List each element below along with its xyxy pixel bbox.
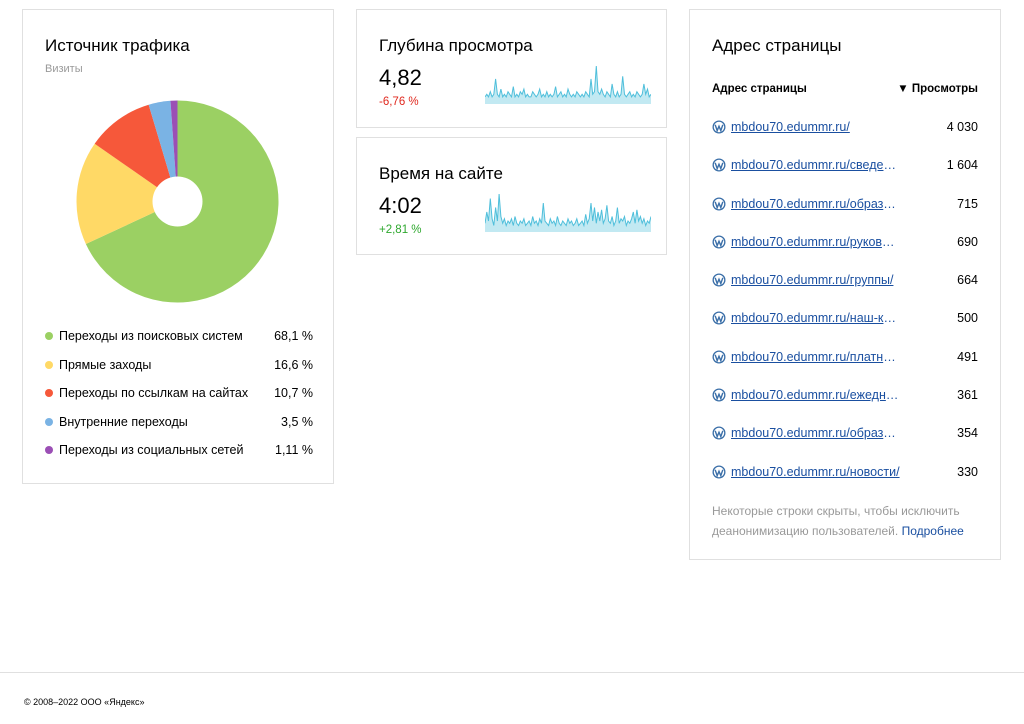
table-row: mbdou70.edummr.ru/образовательные-станда… xyxy=(712,424,978,462)
time-on-site-change: +2,81 % xyxy=(379,224,422,236)
footer-divider xyxy=(0,672,1024,673)
table-row: mbdou70.edummr.ru/руководство/690 xyxy=(712,233,978,271)
page-url-link[interactable]: mbdou70.edummr.ru/ежедневное-меню/ xyxy=(731,388,901,403)
footer-copyright: © 2008–2022 ООО «Яндекс» xyxy=(24,697,145,707)
page-views-count: 1 604 xyxy=(946,158,978,173)
table-row: mbdou70.edummr.ru/образование/715 xyxy=(712,195,978,233)
page-url-link[interactable]: mbdou70.edummr.ru/образовательные-станда… xyxy=(731,426,901,441)
wordpress-icon xyxy=(712,388,726,402)
sparkline-area xyxy=(485,66,651,104)
pie-slice[interactable] xyxy=(170,100,178,202)
traffic-source-title: Источник трафика xyxy=(45,36,190,55)
time-on-site-value: 4:02 xyxy=(379,193,422,218)
page-url-link[interactable]: mbdou70.edummr.ru/ xyxy=(731,120,850,134)
view-depth-card: Глубина просмотра 4,82 -6,76 % xyxy=(356,9,667,128)
wordpress-icon xyxy=(712,235,726,249)
legend-value: 16,6 % xyxy=(274,357,313,372)
page-url-link[interactable]: mbdou70.edummr.ru/руководство/ xyxy=(731,234,901,249)
table-row: mbdou70.edummr.ru/наш-коллектив/500 xyxy=(712,309,978,347)
legend-color-dot xyxy=(45,446,53,454)
pie-slice[interactable] xyxy=(94,104,178,202)
wordpress-icon xyxy=(712,120,726,134)
column-page-address: Адрес страницы xyxy=(712,83,807,95)
column-views-sort[interactable]: ▼ Просмотры xyxy=(897,83,978,95)
legend-color-dot xyxy=(45,417,53,426)
table-row: mbdou70.edummr.ru/ежедневное-меню/361 xyxy=(712,386,978,424)
sparkline-line xyxy=(485,193,651,228)
legend-label: Прямые заходы xyxy=(59,357,152,372)
page-views-count: 330 xyxy=(957,464,978,479)
page-views-count: 491 xyxy=(957,349,978,364)
legend-value: 68,1 % xyxy=(274,329,313,343)
wordpress-icon xyxy=(712,350,726,364)
legend-label: Переходы из поисковых систем xyxy=(59,329,243,343)
traffic-pie-chart xyxy=(76,100,279,303)
table-row: mbdou70.edummr.ru/платные-услуги/491 xyxy=(712,348,978,386)
page-url-link[interactable]: mbdou70.edummr.ru/платные-услуги/ xyxy=(731,349,901,364)
legend-item[interactable]: Переходы по ссылкам на сайтах 10,7 % xyxy=(45,383,313,412)
wordpress-icon xyxy=(712,426,726,440)
more-info-link[interactable]: Подробнее xyxy=(901,524,964,538)
view-depth-change: -6,76 % xyxy=(379,96,419,108)
view-depth-title: Глубина просмотра xyxy=(379,36,533,55)
pie-center-hole xyxy=(152,176,203,227)
page-address-title: Адрес страницы xyxy=(712,36,842,55)
legend-value: 1,11 % xyxy=(275,443,313,457)
legend-item[interactable]: Внутренние переходы 3,5 % xyxy=(45,412,313,441)
legend-item[interactable]: Переходы из поисковых систем 68,1 % xyxy=(45,326,313,355)
table-row: mbdou70.edummr.ru/сведения-об-образовате… xyxy=(712,156,978,194)
sparkline-line xyxy=(485,65,651,99)
page-address-card: Адрес страницы Адрес страницы ▼ Просмотр… xyxy=(689,9,1001,560)
wordpress-icon xyxy=(712,273,726,287)
hidden-rows-note: Некоторые строки скрыты, чтобы исключить… xyxy=(712,501,982,541)
time-on-site-card: Время на сайте 4:02 +2,81 % xyxy=(356,137,667,255)
page-url-link[interactable]: mbdou70.edummr.ru/новости/ xyxy=(731,464,900,479)
wordpress-icon xyxy=(712,197,726,211)
traffic-legend: Переходы из поисковых систем 68,1 % Прямые… xyxy=(45,326,313,469)
page-views-count: 500 xyxy=(957,311,978,326)
legend-label: Переходы из социальных сетей xyxy=(59,443,244,457)
legend-color-dot xyxy=(45,360,53,369)
legend-value: 10,7 % xyxy=(274,386,313,400)
page-views-count: 354 xyxy=(957,426,978,441)
legend-label: Переходы по ссылкам на сайтах xyxy=(59,386,249,400)
page-url-link[interactable]: mbdou70.edummr.ru/сведения-об-образовате… xyxy=(731,158,901,173)
table-row: mbdou70.edummr.ru/группы/664 xyxy=(712,271,978,309)
page-url-link[interactable]: mbdou70.edummr.ru/группы/ xyxy=(731,273,894,288)
time-on-site-sparkline xyxy=(485,193,651,232)
traffic-source-subtitle: Визиты xyxy=(45,63,83,75)
page-views-count: 361 xyxy=(957,388,978,403)
pages-table: mbdou70.edummr.ru/4 030 mbdou70.edummr.ru… xyxy=(712,118,978,501)
hidden-rows-text: Некоторые строки скрыты, чтобы исключить… xyxy=(712,504,960,538)
legend-label: Внутренние переходы xyxy=(59,414,188,429)
page-url-link[interactable]: mbdou70.edummr.ru/образование/ xyxy=(731,196,901,211)
time-on-site-title: Время на сайте xyxy=(379,164,503,183)
legend-item[interactable]: Переходы из социальных сетей 1,11 % xyxy=(45,440,313,469)
page-views-count: 690 xyxy=(957,234,978,249)
page-views-count: 664 xyxy=(957,273,978,288)
pie-slice[interactable] xyxy=(76,143,178,244)
view-depth-sparkline xyxy=(485,65,651,104)
table-row: mbdou70.edummr.ru/новости/330 xyxy=(712,463,978,501)
page-url-link[interactable]: mbdou70.edummr.ru/наш-коллектив/ xyxy=(731,311,901,326)
legend-color-dot xyxy=(45,389,53,397)
page-views-count: 715 xyxy=(957,196,978,211)
traffic-source-card: Источник трафика Визиты Переходы из поис… xyxy=(22,9,334,484)
wordpress-icon xyxy=(712,465,726,479)
pie-slice[interactable] xyxy=(148,100,178,202)
table-row: mbdou70.edummr.ru/4 030 xyxy=(712,118,978,156)
wordpress-icon xyxy=(712,158,726,172)
legend-item[interactable]: Прямые заходы 16,6 % xyxy=(45,355,313,384)
view-depth-value: 4,82 xyxy=(379,65,422,90)
wordpress-icon xyxy=(712,311,726,325)
page-views-count: 4 030 xyxy=(946,120,978,134)
legend-color-dot xyxy=(45,332,53,340)
legend-value: 3,5 % xyxy=(281,414,313,429)
